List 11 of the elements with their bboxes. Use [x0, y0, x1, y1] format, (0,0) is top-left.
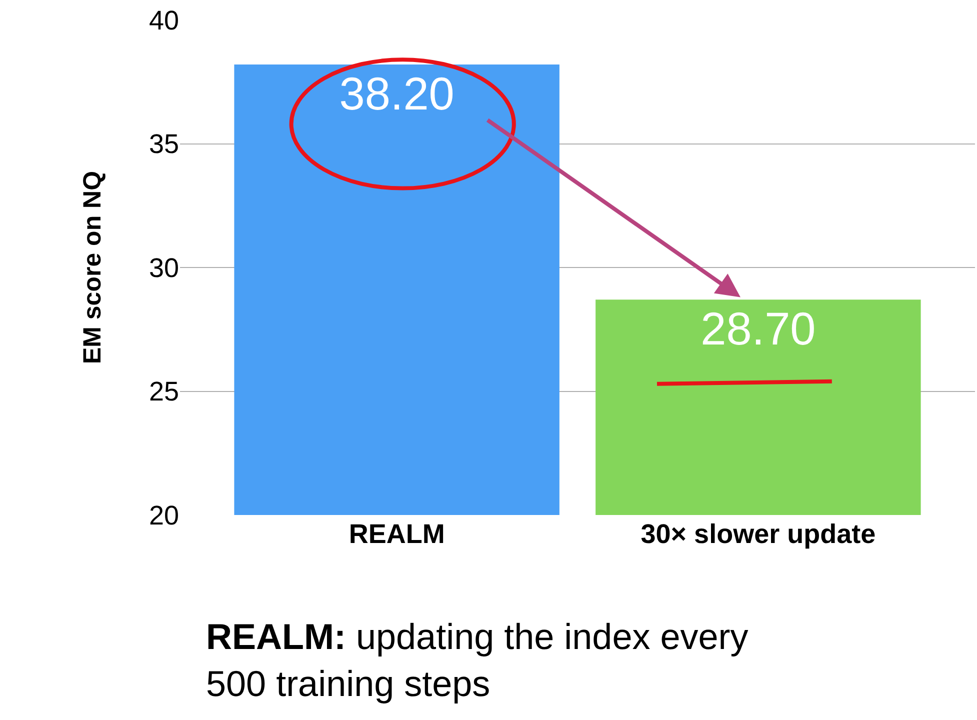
y-axis-title: EM score on NQ — [78, 170, 107, 364]
y-tick-label: 25 — [148, 376, 179, 407]
y-tick-label: 40 — [148, 5, 179, 36]
y-tick-label: 20 — [148, 500, 179, 530]
data-label: 38.20 — [339, 68, 454, 120]
x-tick-label: REALM — [348, 519, 445, 549]
x-tick-label: 30× slower update — [640, 519, 876, 549]
data-label: 28.70 — [700, 302, 816, 355]
y-tick-label: 30 — [148, 252, 179, 283]
text: REALM: updating the index every 500 training steps — [206, 616, 748, 704]
y-tick-label: 35 — [148, 129, 179, 160]
